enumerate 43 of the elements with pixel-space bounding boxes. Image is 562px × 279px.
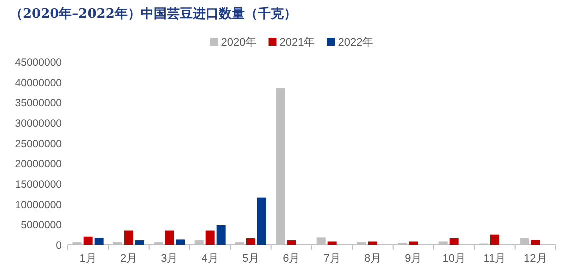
y-tick-label: 40000000 xyxy=(15,77,62,90)
y-tick-label: 45000000 xyxy=(15,57,62,69)
x-tick-label: 6月 xyxy=(283,253,300,265)
bar xyxy=(368,242,378,245)
bar xyxy=(176,240,186,245)
legend-label: 2021年 xyxy=(280,37,316,49)
chart-title: （2020年–2022年）中国芸豆进口数量（千克） xyxy=(10,6,297,22)
bar xyxy=(328,242,337,245)
y-tick-label: 0 xyxy=(56,240,62,252)
bar xyxy=(531,240,540,245)
x-tick-label: 10月 xyxy=(442,253,466,265)
bar xyxy=(258,198,266,245)
x-tick-label: 2月 xyxy=(120,253,138,265)
x-tick-label: 9月 xyxy=(405,253,422,265)
x-tick-label: 7月 xyxy=(324,253,341,265)
y-tick-label: 35000000 xyxy=(15,98,62,110)
bar xyxy=(84,236,93,245)
bar xyxy=(216,225,226,245)
y-tick-label: 25000000 xyxy=(15,138,62,150)
x-tick-label: 5月 xyxy=(242,253,260,265)
x-tick-label: 1月 xyxy=(80,253,97,265)
x-tick-label: 3月 xyxy=(161,253,178,265)
bar xyxy=(165,230,174,245)
bar xyxy=(206,230,215,245)
bar xyxy=(287,240,296,245)
x-tick-label: 8月 xyxy=(364,253,382,265)
legend-label: 2022年 xyxy=(338,37,374,49)
bar xyxy=(490,234,500,245)
bar xyxy=(94,238,104,245)
bar xyxy=(450,238,459,245)
x-tick-label: 4月 xyxy=(202,253,219,265)
bar xyxy=(246,238,256,245)
y-tick-label: 5000000 xyxy=(21,220,62,232)
y-tick-label: 30000000 xyxy=(15,118,62,130)
x-tick-label: 11月 xyxy=(484,253,506,265)
y-tick-label: 20000000 xyxy=(15,158,62,171)
bar xyxy=(409,242,418,245)
y-tick-label: 10000000 xyxy=(15,199,62,212)
bar xyxy=(136,240,144,245)
legend-label: 2020年 xyxy=(221,37,257,49)
bar xyxy=(124,230,134,245)
x-tick-label: 12月 xyxy=(524,253,548,265)
y-tick-label: 15000000 xyxy=(15,179,62,191)
